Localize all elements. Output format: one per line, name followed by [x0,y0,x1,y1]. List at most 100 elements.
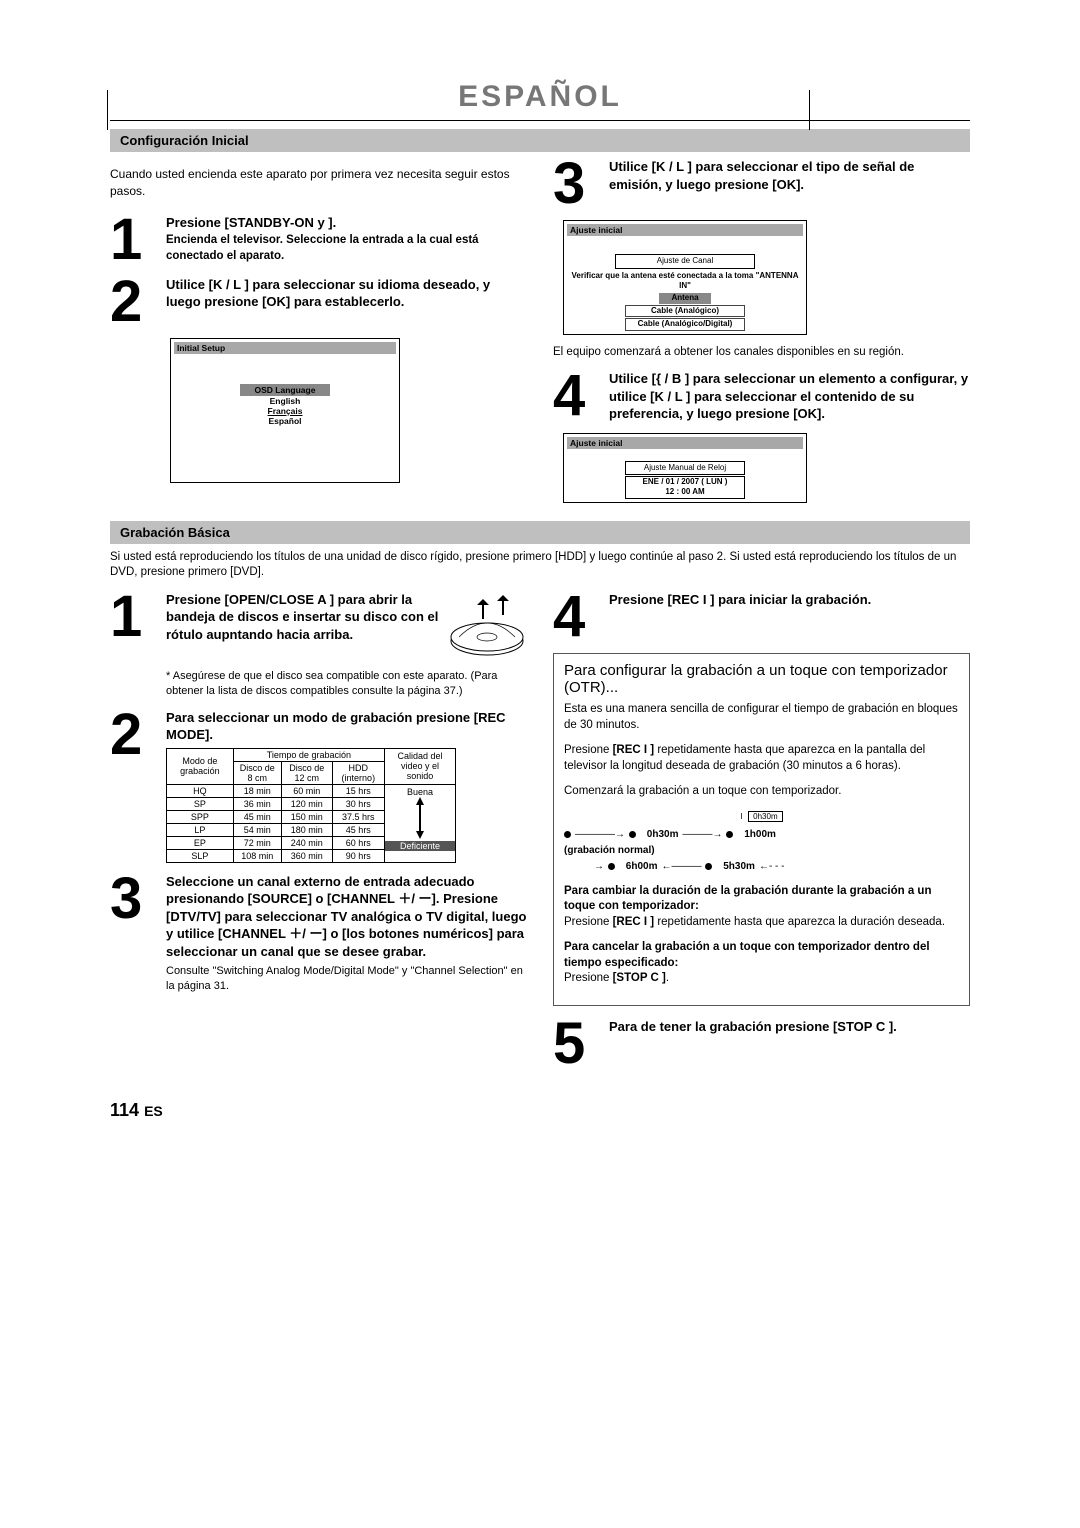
td: 108 min [233,849,281,862]
td: SP [167,797,234,810]
step-number: 5 [553,1018,599,1070]
timeline-val: 6h00m [626,860,658,874]
grab-step-1: 1 Presione [OPEN/CLOSE A ] para abrir la… [110,591,439,644]
td: 90 hrs [332,849,384,862]
step-3: 3 Utilice [K / L ] para seleccionar el t… [553,158,970,210]
step-number: 3 [553,158,599,210]
step-title: Presione [OPEN/CLOSE A ] para abrir la b… [166,591,439,644]
td: 72 min [233,836,281,849]
step-4: 4 Utilice [{ / B ] para seleccionar un e… [553,370,970,423]
th: HDD (interno) [332,761,384,784]
step-note: * Asegúrese de que el disco sea compatib… [166,669,527,699]
osd-val: 12 : 00 AM [665,487,704,496]
osd-sub: Ajuste de Canal [615,254,755,268]
panel-text: Comenzará la grabación a un toque con te… [564,784,959,800]
disc-icon [447,591,527,665]
td: 180 min [281,823,332,836]
th: Tiempo de grabación [233,748,384,761]
panel-text: Esta es una manera sencilla de configura… [564,702,959,733]
td: 30 hrs [332,797,384,810]
td: EP [167,836,234,849]
step-title: Presione [REC I ] para iniciar la grabac… [609,591,970,609]
timeline-diagram: I 0h30m ————→ 0h30m ———→ 1h00m (grabació… [564,810,959,874]
step-title: Utilice [K / L ] para seleccionar el tip… [609,158,970,193]
td: SLP [167,849,234,862]
th: Modo de grabación [167,748,234,784]
panel-heading: Para configurar la grabación a un toque … [564,662,959,696]
after-text: El equipo comenzará a obtener los canale… [553,345,970,361]
panel-subhead: Para cambiar la duración de la grabación… [564,884,959,915]
td: LP [167,823,234,836]
osd-msg: Verificar que la antena esté conectada a… [567,271,803,292]
step-subtitle: Encienda el televisor. Seleccione la ent… [166,233,527,264]
timeline-label: 0h30m [748,811,782,822]
step-note: Consulte "Switching Analog Mode/Digital … [166,964,527,994]
osd-title: Initial Setup [174,342,396,354]
osd-sub: Ajuste Manual de Reloj [625,461,745,475]
td: 60 min [281,784,332,797]
osd-opt: Cable (Analógico) [625,305,745,317]
page-suffix: ES [144,1103,163,1119]
step-1: 1 Presione [STANDBY-ON y ]. Encienda el … [110,214,527,266]
td: 54 min [233,823,281,836]
panel-text: Presione [REC I ] repetidamente hasta qu… [564,743,959,774]
page-footer: 114 ES [110,1100,970,1121]
step-title: Para de tener la grabación presione [STO… [609,1018,970,1036]
section-header-record: Grabación Básica [110,521,970,544]
td: 36 min [233,797,281,810]
otr-panel: Para configurar la grabación a un toque … [553,653,970,1006]
td: 60 hrs [332,836,384,849]
osd-opt: Cable (Analógico/Digital) [625,318,745,330]
intro-text: Cuando usted encienda este aparato por p… [110,166,527,200]
osd-opt: English [174,396,396,406]
timeline-val: 1h00m [744,828,776,842]
osd-screenshot: Initial Setup OSD Language English Franç… [170,338,400,483]
step-number: 3 [110,873,156,925]
grab-step-5: 5 Para de tener la grabación presione [S… [553,1018,970,1070]
step-title: Presione [STANDBY-ON y ]. [166,214,527,232]
td: HQ [167,784,234,797]
th: Disco de 12 cm [281,761,332,784]
quality-cell: Buena Deficiente [385,784,456,862]
td: 240 min [281,836,332,849]
step-number: 2 [110,276,156,328]
panel-text: Presione [REC I ] repetidamente hasta qu… [564,915,959,931]
step-title: Seleccione un canal externo de entrada a… [166,873,527,961]
step-number: 1 [110,591,156,643]
osd-label: OSD Language [240,384,330,396]
divider [110,120,970,121]
timeline-label: (grabación normal) [564,844,959,858]
td: 18 min [233,784,281,797]
step-number: 4 [553,370,599,422]
step-number: 2 [110,709,156,761]
timeline-val: 5h30m [723,860,755,874]
osd-opt: Français [174,406,396,416]
osd-opt: Antena [659,293,710,303]
td: 15 hrs [332,784,384,797]
quality-bot: Deficiente [385,841,455,851]
td: 120 min [281,797,332,810]
step-title: Para seleccionar un modo de grabación pr… [166,709,527,744]
osd-title: Ajuste inicial [567,224,803,236]
grab-step-3: 3 Seleccione un canal externo de entrada… [110,873,527,994]
quality-top: Buena [385,785,455,797]
grab-step-4: 4 Presione [REC I ] para iniciar la grab… [553,591,970,643]
td: 45 hrs [332,823,384,836]
timeline-val: 0h30m [647,828,679,842]
td: 360 min [281,849,332,862]
step-title: Utilice [K / L ] para seleccionar su idi… [166,276,527,311]
section-header-config: Configuración Inicial [110,129,970,152]
osd-screenshot: Ajuste inicial Ajuste de Canal Verificar… [563,220,807,334]
page-number: 114 [110,1100,139,1120]
rec-mode-table: Modo de grabación Tiempo de grabación Ca… [166,748,456,863]
panel-subhead: Para cancelar la grabación a un toque co… [564,940,959,971]
step-2: 2 Utilice [K / L ] para seleccionar su i… [110,276,527,328]
step-title: Utilice [{ / B ] para seleccionar un ele… [609,370,970,423]
td: SPP [167,810,234,823]
osd-val: ENE / 01 / 2007 ( LUN ) [643,477,728,486]
td: 37.5 hrs [332,810,384,823]
osd-opt: Español [174,416,396,426]
th: Disco de 8 cm [233,761,281,784]
td: 150 min [281,810,332,823]
panel-text: Presione [STOP C ]. [564,971,959,987]
